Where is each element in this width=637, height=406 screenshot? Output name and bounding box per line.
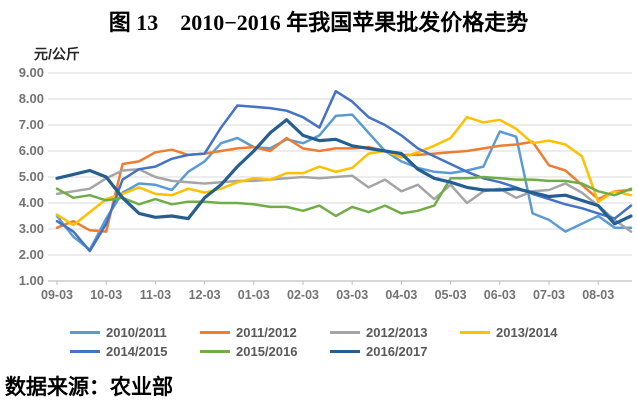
x-tick-01-03: 01-03 bbox=[237, 288, 270, 302]
y-tick-4.00: 4.00 bbox=[18, 195, 44, 210]
y-tick-2.00: 2.00 bbox=[18, 247, 44, 262]
x-tick-11-03: 11-03 bbox=[139, 288, 172, 302]
chart-legend: 2010/2011 2011/2012 2012/2013 2013/2014 201… bbox=[0, 323, 637, 361]
legend-item-2014-2015: 2014/2015 bbox=[70, 344, 200, 359]
legend-row-2: 2014/2015 2015/2016 2016/2017 bbox=[70, 342, 637, 361]
series-line-2013-2014 bbox=[55, 115, 633, 227]
legend-item-2011-2012: 2011/2012 bbox=[200, 325, 330, 340]
legend-item-2016-2017: 2016/2017 bbox=[330, 344, 460, 359]
x-tick-02-03: 02-03 bbox=[287, 288, 319, 302]
legend-item-2013-2014: 2013/2014 bbox=[460, 325, 590, 340]
legend-label: 2014/2015 bbox=[106, 344, 168, 359]
y-tick-1.00: 1.00 bbox=[18, 273, 44, 288]
data-source: 数据来源：农业部 bbox=[5, 376, 173, 399]
series-line-2010-2011 bbox=[55, 113, 633, 252]
legend-swatch-2012-2013 bbox=[330, 330, 360, 335]
x-tick-12-03: 12-03 bbox=[188, 288, 221, 302]
series-line-2012-2013 bbox=[55, 167, 633, 233]
series-line-2015-2016 bbox=[55, 175, 633, 218]
legend-label: 2010/2011 bbox=[106, 325, 167, 340]
y-tick-3.00: 3.00 bbox=[18, 221, 44, 236]
x-tick-06-03: 06-03 bbox=[483, 288, 516, 302]
legend-label: 2011/2012 bbox=[236, 325, 297, 340]
legend-row-1: 2010/2011 2011/2012 2012/2013 2013/2014 bbox=[70, 323, 637, 342]
series-line-2011-2012 bbox=[55, 136, 633, 233]
y-tick-8.00: 8.00 bbox=[18, 91, 44, 106]
figure-title: 图 13 2010−2016 年我国苹果批发价格走势 bbox=[108, 10, 529, 35]
legend-swatch-2015-2016 bbox=[200, 349, 230, 354]
y-tick-9.00: 9.00 bbox=[18, 65, 44, 80]
x-tick-08-03: 08-03 bbox=[582, 288, 615, 302]
x-tick-10-03: 10-03 bbox=[90, 288, 123, 302]
legend-label: 2013/2014 bbox=[496, 325, 558, 340]
x-tick-07-03: 07-03 bbox=[533, 288, 565, 302]
series-line-2016-2017 bbox=[55, 118, 633, 226]
y-tick-5.00: 5.00 bbox=[18, 169, 44, 184]
legend-swatch-2014-2015 bbox=[70, 349, 100, 354]
x-tick-03-03: 03-03 bbox=[336, 288, 369, 302]
y-tick-7.00: 7.00 bbox=[18, 117, 44, 132]
y-axis-unit-label: 元/公斤 bbox=[34, 46, 80, 62]
legend-item-2010-2011: 2010/2011 bbox=[70, 325, 200, 340]
x-tick-04-03: 04-03 bbox=[385, 288, 418, 302]
legend-item-2015-2016: 2015/2016 bbox=[200, 344, 330, 359]
legend-label: 2016/2017 bbox=[366, 344, 428, 359]
legend-swatch-2011-2012 bbox=[200, 330, 230, 335]
legend-label: 2012/2013 bbox=[366, 325, 428, 340]
x-tick-09-03: 09-03 bbox=[41, 288, 73, 302]
legend-swatch-2010-2011 bbox=[70, 330, 100, 335]
legend-item-2012-2013: 2012/2013 bbox=[330, 325, 460, 340]
legend-swatch-2016-2017 bbox=[330, 349, 360, 354]
legend-swatch-2013-2014 bbox=[460, 330, 490, 335]
x-tick-05-03: 05-03 bbox=[434, 288, 467, 302]
y-tick-6.00: 6.00 bbox=[18, 143, 44, 158]
legend-label: 2015/2016 bbox=[236, 344, 298, 359]
